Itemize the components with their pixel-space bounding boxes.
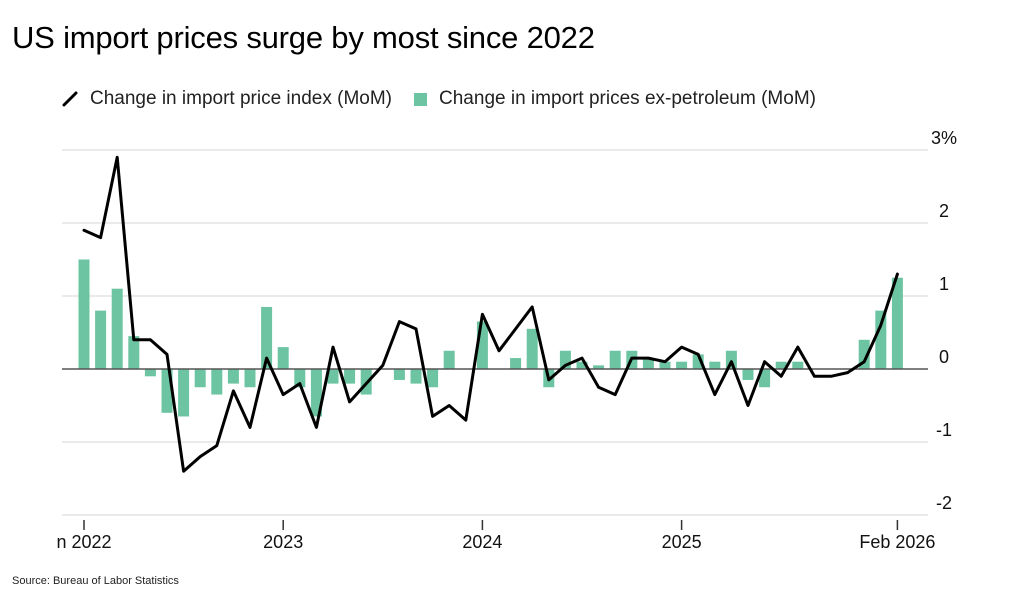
bar [676,361,688,369]
legend: Change in import price index (MoM) Chang… [62,86,838,112]
bar [709,361,721,369]
legend-item-line: Change in import price index (MoM) [62,88,392,110]
bar [642,358,654,369]
x-tick-label: Feb 2026 [859,532,935,552]
y-tick-label: -1 [936,420,952,440]
bar [576,361,588,369]
x-tick-label: 2025 [662,532,702,552]
bar [875,310,887,369]
bar [526,328,538,369]
y-tick-label: 1 [939,274,949,294]
x-tick-label: 2024 [462,532,502,552]
bar [211,369,223,395]
bar [410,369,422,384]
bar [742,369,754,380]
bar [427,369,439,388]
bar [344,369,356,384]
bar [559,350,571,369]
bar [659,361,671,369]
y-tick-label: 3% [931,128,957,148]
y-tick-label: 0 [939,347,949,367]
chart-plot: 3% 2 1 0 -1 -2 n 2022 2023 2024 2025 Feb 2026 [56,128,957,552]
legend-label-line: Change in import price index (MoM) [90,88,393,109]
bar [95,310,107,369]
bar [858,339,870,369]
bar [310,369,322,417]
bar [144,369,156,377]
legend-item-bars: Change in import prices ex-petroleum (Mo… [414,88,816,110]
bar [161,369,173,413]
chart-title: US import prices surge by most since 202… [12,20,595,55]
bar [393,369,405,380]
bar [476,321,488,369]
legend-line-icon [62,91,78,107]
bar [277,347,289,369]
bar [593,365,605,369]
y-tick-label: -2 [936,493,952,513]
bar [294,369,306,388]
bar [128,336,140,369]
bar [792,361,804,369]
legend-bar-swatch-icon [414,92,428,106]
bar [891,277,903,369]
bar [227,369,239,384]
bar [244,369,256,388]
bar [194,369,206,388]
bar [725,350,737,369]
bar [327,369,339,384]
bar [759,369,771,388]
x-tick-label: 2023 [263,532,303,552]
legend-label-bars: Change in import prices ex-petroleum (Mo… [439,88,816,109]
bar [510,358,522,369]
bar [111,288,123,369]
y-tick-label: 2 [939,201,949,221]
bar [692,354,704,369]
x-tick-label: n 2022 [56,532,111,552]
source-note: Source: Bureau of Labor Statistics [12,575,179,587]
bar [609,350,621,369]
series-line [82,155,899,473]
bar [261,306,273,369]
bar [775,361,787,369]
bar [443,350,455,369]
bar [78,259,90,369]
bar [178,369,190,417]
